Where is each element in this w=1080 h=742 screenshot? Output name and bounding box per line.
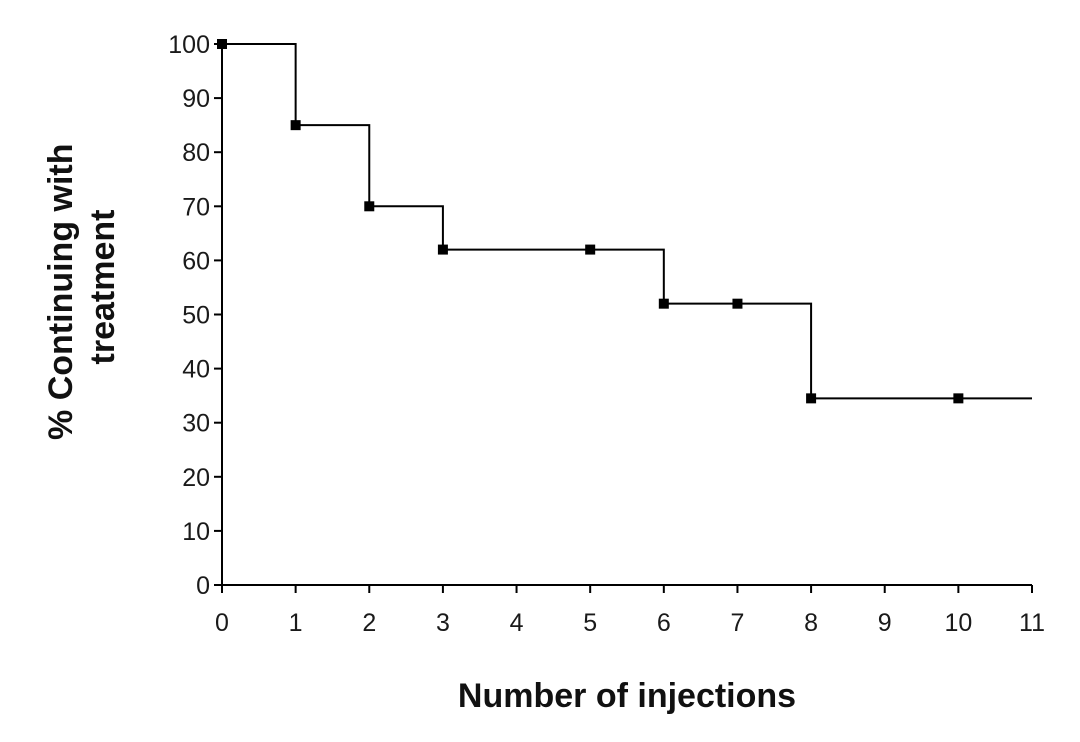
- x-tick-label: 6: [657, 609, 671, 637]
- series-step-line: [222, 43, 1032, 400]
- y-tick-label: 90: [182, 85, 210, 113]
- chart-ticks: 0 10 20 30 40 50 60 70 80 90 100 0 1 2 3 4 5 6 7 8 9 10 11: [168, 31, 1045, 637]
- x-tick-label: 0: [215, 609, 229, 637]
- y-axis-title-line-1: % Continuing with: [42, 143, 80, 440]
- y-tick-label: 50: [182, 302, 210, 330]
- chart-plot-area: [217, 39, 1032, 404]
- data-point-marker: [364, 201, 375, 212]
- x-tick-label: 3: [436, 609, 450, 637]
- data-point-marker: [953, 393, 964, 404]
- x-tick-label: 8: [804, 609, 818, 637]
- chart-axes: [221, 42, 1032, 586]
- data-point-marker: [437, 244, 448, 255]
- y-axis-title: % Continuing with treatment: [42, 134, 122, 440]
- data-point-marker: [658, 298, 669, 309]
- x-tick-label: 2: [362, 609, 376, 637]
- y-tick-label: 40: [182, 356, 210, 384]
- data-point-marker: [217, 39, 227, 49]
- x-tick-label: 9: [878, 609, 892, 637]
- data-point-marker: [732, 298, 743, 309]
- y-tick-label: 80: [182, 139, 210, 167]
- data-point-marker: [290, 120, 301, 131]
- y-tick-label: 70: [182, 193, 210, 221]
- y-tick-label: 20: [182, 464, 210, 492]
- x-tick-label: 4: [510, 609, 524, 637]
- y-tick-label: 60: [182, 247, 210, 275]
- x-axis-title: Number of injections: [458, 677, 796, 715]
- x-tick-label: 11: [1019, 609, 1045, 637]
- y-tick-label: 100: [168, 31, 210, 59]
- data-point-marker: [585, 244, 596, 255]
- y-tick-label: 30: [182, 410, 210, 438]
- x-tick-label: 10: [944, 609, 972, 637]
- y-tick-label: 10: [182, 518, 210, 546]
- x-tick-label: 7: [731, 609, 745, 637]
- x-tick-label: 5: [583, 609, 597, 637]
- y-axis-title-line-2: treatment: [84, 210, 122, 365]
- x-tick-label: 1: [289, 609, 303, 637]
- data-point-marker: [806, 393, 817, 404]
- y-tick-label: 0: [196, 572, 210, 600]
